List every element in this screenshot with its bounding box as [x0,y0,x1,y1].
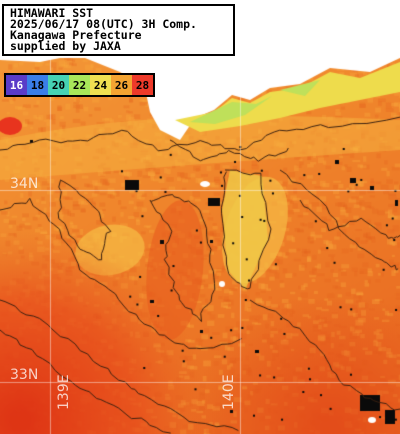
legend-26: 26 [111,75,132,95]
legend-20: 20 [48,75,69,95]
longitude-label-139e: 139E [56,374,72,410]
legend-22: 22 [69,75,90,95]
date-line: 2025/06/17 08(UTC) 3H Comp. [10,17,197,31]
latitude-label-33n: 33N [10,367,39,383]
legend-16: 16 [6,75,27,95]
title-line: HIMAWARI SST [10,6,94,20]
longitude-label-140e: 140E [221,374,237,410]
legend-18: 18 [27,75,48,95]
temperature-legend: 16 18 20 22 24 26 28 [4,73,155,97]
legend-24: 24 [90,75,111,95]
legend-28: 28 [132,75,153,95]
region-line: Kanagawa Prefecture [10,28,142,42]
latitude-label-34n: 34N [10,176,39,192]
info-box: HIMAWARI SST 2025/06/17 08(UTC) 3H Comp.… [2,4,235,56]
source-line: supplied by JAXA [10,39,121,53]
